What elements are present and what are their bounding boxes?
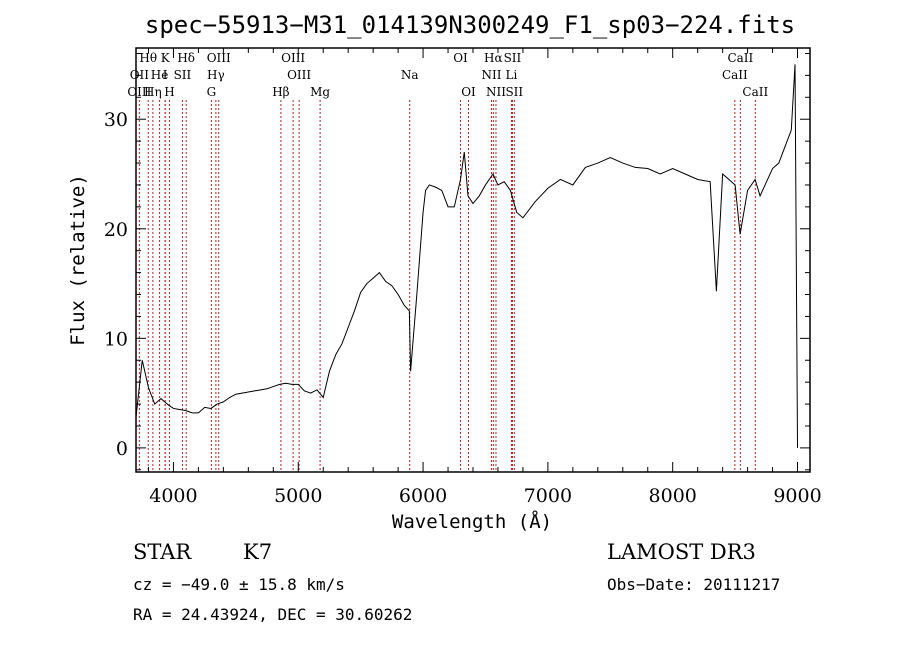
x-tick-label: 4000 bbox=[149, 485, 197, 507]
x-tick-label: 9000 bbox=[773, 485, 821, 507]
redshift-velocity: cz = −49.0 ± 15.8 km/s bbox=[133, 575, 345, 594]
chart-title: spec−55913−M31_014139N300249_F1_sp03−224… bbox=[145, 11, 795, 39]
spectral-line-label: H bbox=[164, 85, 174, 99]
plot-frame bbox=[135, 47, 811, 473]
spectral-line-label: SII bbox=[504, 51, 522, 65]
spectral-line-label: NII bbox=[481, 68, 501, 82]
spectral-line-label: I bbox=[163, 68, 168, 82]
spectral-line-label: OIII bbox=[127, 85, 151, 99]
y-axis-title: Flux (relative) bbox=[67, 174, 89, 346]
x-tick-label: 7000 bbox=[524, 485, 572, 507]
survey-release: LAMOST DR3 bbox=[607, 540, 756, 564]
spectral-line-label: OI bbox=[461, 85, 476, 99]
spectral-line-label: OIII bbox=[287, 68, 311, 82]
spectral-line-label: CaII bbox=[722, 68, 748, 82]
x-axis-title: Wavelength (Å) bbox=[392, 510, 552, 533]
spectral-line-label: Li bbox=[506, 68, 518, 82]
y-tick-label: 0 bbox=[116, 438, 128, 460]
spectral-line-label: NII bbox=[486, 85, 506, 99]
spectral-line-label: CaII bbox=[742, 85, 768, 99]
spectrum-line bbox=[135, 64, 799, 448]
y-tick-label: 20 bbox=[104, 219, 128, 241]
spectral-line-label: OI bbox=[453, 51, 468, 65]
spectral-line-label: OIII bbox=[281, 51, 305, 65]
y-tick-label: 30 bbox=[104, 109, 128, 131]
spectral-line-label: Hα bbox=[484, 51, 503, 65]
object-subclass: K7 bbox=[243, 540, 272, 564]
spectral-line-label: Mg bbox=[310, 85, 330, 99]
spectral-line-label: Hβ bbox=[272, 85, 289, 99]
spectral-line-label: G bbox=[207, 85, 217, 99]
x-tick-label: 8000 bbox=[649, 485, 697, 507]
object-class: STAR bbox=[133, 540, 192, 564]
spectral-line-label: Hη bbox=[144, 85, 162, 99]
spectral-line-label: Na bbox=[401, 68, 419, 82]
x-tick-label: 5000 bbox=[274, 485, 322, 507]
spectral-line-label: Hδ bbox=[177, 51, 195, 65]
y-tick-label: 10 bbox=[104, 328, 128, 350]
spectral-line-label: CaII bbox=[727, 51, 753, 65]
y-axis: 0 10 20 30 bbox=[104, 52, 810, 471]
spectral-line-label: K bbox=[161, 51, 171, 65]
spectral-line-label: Hγ bbox=[207, 68, 225, 82]
spectrum-info: STAR K7 LAMOST DR3 cz = −49.0 ± 15.8 km/… bbox=[133, 540, 780, 624]
coordinates: RA = 24.43924, DEC = 30.60262 bbox=[133, 605, 412, 624]
spectral-line-label: SII bbox=[505, 85, 523, 99]
spectral-line-label: He bbox=[151, 68, 169, 82]
x-axis: 4000 5000 6000 7000 8000 9000 bbox=[147, 48, 822, 507]
x-tick-label: 6000 bbox=[399, 485, 447, 507]
observation-date: Obs−Date: 20111217 bbox=[607, 575, 780, 594]
spectral-line-label: Hθ bbox=[139, 51, 157, 65]
spectral-line-label: OIII bbox=[207, 51, 231, 65]
spectral-line-label: SII bbox=[174, 68, 192, 82]
